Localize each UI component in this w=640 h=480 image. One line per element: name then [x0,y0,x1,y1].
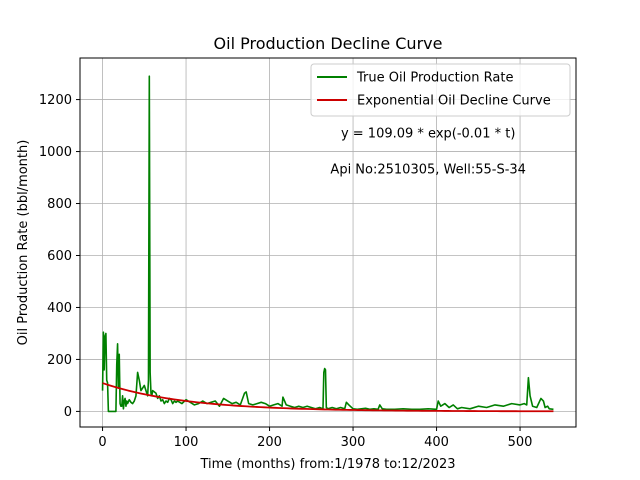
series-line-true-rate [101,75,554,413]
annotation-equation: y = 109.09 * exp(-0.01 * t) [341,126,515,141]
tick-layer: 0 100 200 300 400 500 0 200 400 600 800 1000 1200 [39,93,533,450]
x-tick-label: 400 [424,435,449,450]
y-tick-label: 600 [47,249,72,264]
y-tick-label: 1200 [39,93,72,108]
y-tick-label: 1000 [39,145,72,160]
x-tick-label: 200 [257,435,282,450]
legend-label-true-rate: True Oil Production Rate [356,71,513,86]
legend-label-exponential-fit: Exponential Oil Decline Curve [357,94,551,109]
chart-title: Oil Production Decline Curve [214,34,443,53]
legend: True Oil Production Rate Exponential Oil… [310,63,571,117]
annotation-well: Api No:2510305, Well:55-S-34 [330,163,526,178]
plot-frame [79,57,577,428]
x-axis-label: Time (months) from:1/1978 to:12/2023 [199,457,455,472]
legend-box [310,63,571,117]
y-tick-label: 0 [64,405,72,420]
grid-layer [80,58,576,427]
x-tick-label: 100 [174,435,199,450]
y-tick-label: 800 [47,197,72,212]
y-tick-label: 200 [47,353,72,368]
y-tick-label: 400 [47,301,72,316]
y-axis-label: Oil Production Rate (bbl/month) [16,140,31,346]
x-tick-label: 500 [508,435,533,450]
series-line-exponential-fit [102,382,554,413]
x-tick-label: 0 [98,435,106,450]
x-tick-label: 300 [341,435,366,450]
series-layer [101,75,554,413]
